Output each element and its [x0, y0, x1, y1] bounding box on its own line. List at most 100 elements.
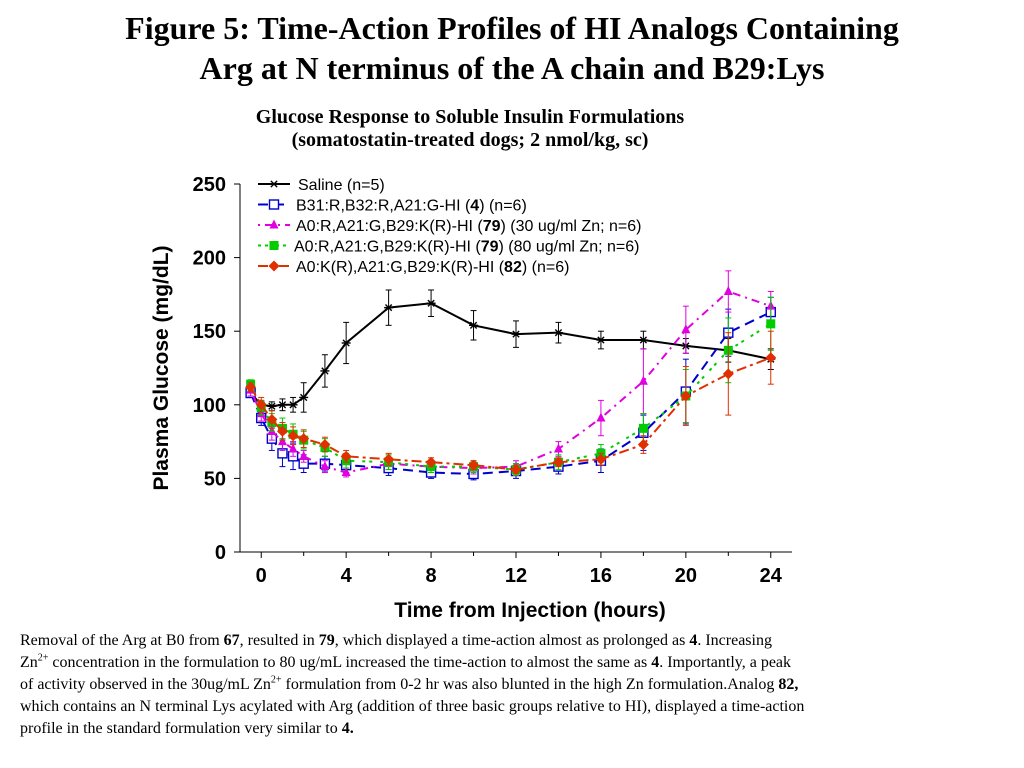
data-point — [287, 430, 299, 442]
y-tick-label: 150 — [193, 321, 226, 343]
marker-stroke — [597, 336, 605, 344]
data-point — [511, 330, 521, 338]
chart-subtitle: Glucose Response to Soluble Insulin Form… — [120, 106, 820, 152]
caption-run: 4 — [651, 654, 660, 671]
legend-label-part: A0:K(R),A21:G,B29:K(R)-HI ( — [296, 259, 505, 276]
chart-subtitle-line-1: Glucose Response to Soluble Insulin Form… — [255, 106, 685, 128]
glucose-chart: 0 50 100 150 200 250 0 4 8 12 16 20 24 Time from Inje… — [150, 174, 792, 622]
data-point — [595, 453, 607, 465]
legend-label: A0:K(R),A21:G,B29:K(R)-HI (82) (n=6) — [296, 259, 569, 276]
x-tick-label: 24 — [760, 565, 783, 587]
y-tick-label: 200 — [193, 248, 226, 270]
legend-label-part: A0:R,A21:G,B29:K(R)-HI ( — [296, 218, 483, 235]
caption-line-4: which contains an N terminal Lys acylate… — [20, 696, 1010, 718]
caption-run: , which displayed a time-action almost a… — [334, 632, 690, 649]
data-point — [298, 433, 310, 445]
marker-stroke — [300, 393, 308, 402]
legend-marker — [268, 199, 280, 210]
marker-stroke — [512, 330, 520, 338]
data-point — [426, 299, 436, 307]
data-point — [510, 464, 522, 476]
legend-label-part: Saline (n=5) — [298, 177, 385, 194]
data-point — [319, 439, 331, 451]
marker-stroke — [427, 299, 435, 307]
marker-stroke — [639, 336, 648, 344]
caption-run: . Importantly, a peak — [659, 654, 792, 671]
data-point — [383, 453, 395, 465]
series-line — [249, 356, 772, 471]
caption-run: of activity observed in the 30ug/mL Zn — [20, 676, 271, 693]
data-point — [723, 285, 733, 295]
legend-label-part: 79 — [481, 239, 499, 256]
x-tick-label: 20 — [675, 565, 697, 587]
figure-title: Figure 5: Time-Action Profiles of HI Ana… — [0, 8, 1024, 88]
data-point — [766, 319, 776, 329]
series-line — [249, 302, 771, 408]
marker-stroke — [268, 402, 276, 410]
caption-run: 79 — [318, 632, 335, 649]
x-tick-label: 8 — [426, 565, 437, 587]
legend-label: Saline (n=5) — [298, 177, 385, 194]
caption-run: 2+ — [270, 674, 282, 686]
x-axis-label: Time from Injection (hours) — [394, 599, 665, 622]
data-point — [638, 375, 648, 385]
data-point — [341, 467, 351, 477]
caption-run: profile in the standard formulation very… — [20, 720, 342, 737]
y-tick-label: 100 — [193, 395, 226, 417]
legend-label-part: 82 — [504, 259, 522, 276]
caption-line-1: Removal of the Arg at B0 from 67, result… — [20, 630, 1010, 652]
y-tick-label: 50 — [204, 468, 226, 490]
legend-label-part: ) (n=6) — [479, 198, 527, 215]
caption-run: . Increasing — [697, 632, 772, 649]
y-tick-label: 0 — [215, 542, 226, 564]
legend-label-part: A0:R,A21:G,B29:K(R)-HI ( — [294, 239, 481, 256]
marker-stroke — [289, 401, 297, 409]
data-point — [340, 450, 352, 462]
y-axis-label: Plasma Glucose (mg/dL) — [150, 245, 173, 490]
data-point — [341, 339, 351, 347]
caption-run: 4 — [689, 632, 698, 649]
legend-label-part: ) (80 ug/ml Zn; n=6) — [499, 239, 640, 256]
data-point — [637, 439, 649, 451]
caption-run: concentration in the formulation to 80 u… — [48, 654, 652, 671]
caption-run: which contains an N terminal Lys acylate… — [20, 698, 805, 715]
data-point — [255, 399, 267, 411]
data-point — [638, 423, 648, 433]
data-point — [680, 390, 692, 402]
legend-marker — [269, 180, 279, 188]
figure-title-line-2: Arg at N terminus of the A chain and B29… — [199, 50, 825, 86]
series-2 — [245, 296, 776, 481]
data-point — [299, 393, 309, 402]
data-point — [553, 443, 563, 453]
data-point — [681, 324, 691, 334]
caption-line-5: profile in the standard formulation very… — [20, 718, 1010, 740]
x-tick-label: 4 — [341, 565, 353, 587]
caption-line-2: Zn2+ concentration in the formulation to… — [20, 652, 1010, 674]
data-point — [553, 329, 563, 337]
caption-paragraph: Removal of the Arg at B0 from 67, result… — [20, 630, 1010, 740]
caption-run: 82, — [778, 676, 799, 693]
data-point — [267, 402, 277, 410]
legend-label-part: 4 — [470, 198, 479, 215]
legend-label-part: 79 — [483, 218, 501, 235]
figure-title-line-1: Figure 5: Time-Action Profiles of HI Ana… — [125, 10, 899, 46]
chart-subtitle-line-2: (somatostatin-treated dogs; 2 nmol/kg, s… — [291, 129, 649, 151]
data-point — [245, 381, 257, 393]
data-point — [277, 401, 287, 409]
data-point — [765, 352, 777, 364]
legend: Saline (n=5) B31:R,B32:R,A21:G-HI (4) (n=… — [258, 177, 641, 276]
marker-stroke — [384, 304, 393, 312]
data-point — [384, 304, 394, 312]
caption-run: Zn — [20, 654, 38, 671]
x-tick-label: 12 — [505, 565, 527, 587]
legend-marker — [269, 219, 279, 229]
legend-label-part: ) (30 ug/ml Zn; n=6) — [501, 218, 642, 235]
data-point — [288, 443, 298, 453]
caption-line-3: of activity observed in the 30ug/mL Zn2+… — [20, 674, 1010, 696]
data-point — [596, 412, 606, 422]
data-point — [468, 459, 480, 471]
legend-label-part: B31:R,B32:R,A21:G-HI ( — [296, 198, 471, 215]
caption-run: formulation from 0-2 hr was also blunted… — [281, 676, 779, 693]
data-point — [276, 425, 288, 437]
data-point — [299, 450, 309, 460]
